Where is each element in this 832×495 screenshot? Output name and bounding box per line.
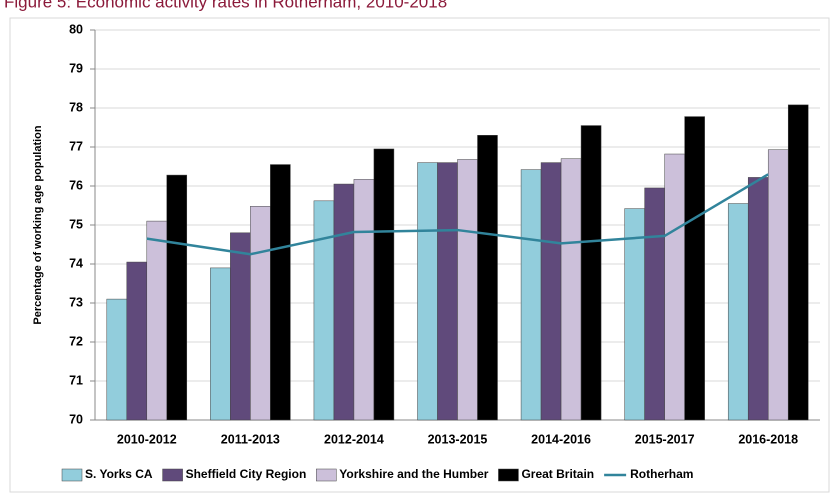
bar [540, 162, 562, 421]
y-tick-label: 74 [69, 256, 83, 270]
y-tick-label: 72 [69, 334, 83, 348]
bar [126, 261, 148, 421]
y-tick-label: 75 [69, 217, 83, 231]
bar [417, 162, 438, 421]
x-tick-label: 2013-2015 [428, 432, 488, 446]
x-tick-label: 2016-2018 [738, 432, 798, 446]
y-axis-label: Percentage of working age population [32, 125, 44, 325]
chart-frame [9, 17, 830, 493]
bar [313, 200, 335, 421]
bar [457, 159, 478, 421]
bar [373, 148, 395, 421]
y-tick-label: 76 [69, 178, 83, 192]
x-tick-label: 2015-2017 [635, 432, 695, 446]
bar [250, 206, 271, 421]
x-tick-label: 2012-2014 [324, 432, 384, 446]
bar [767, 149, 789, 421]
y-tick-label: 78 [69, 100, 83, 114]
bar [210, 267, 231, 421]
x-tick-label: 2014-2016 [531, 432, 591, 446]
bar [437, 162, 458, 421]
bar [624, 208, 645, 421]
legend-swatch [61, 468, 83, 482]
bar [684, 116, 705, 421]
legend-swatch [316, 468, 337, 482]
bar [230, 232, 251, 421]
bar [560, 158, 582, 421]
legend-label: Sheffield City Region [186, 467, 307, 481]
y-tick-label: 79 [69, 61, 83, 75]
bar [727, 203, 749, 421]
y-tick-label: 77 [69, 139, 83, 153]
bar [166, 174, 188, 421]
bar [353, 179, 375, 421]
y-tick-label: 70 [69, 412, 83, 426]
x-tick-label: 2011-2013 [221, 432, 280, 446]
bar [520, 169, 542, 421]
bar [787, 104, 809, 421]
x-tick-label: 2010-2012 [117, 432, 177, 446]
y-tick-label: 73 [69, 295, 83, 309]
line-series [146, 173, 769, 256]
bar [106, 298, 128, 421]
bar [580, 125, 602, 421]
y-tick-label: 71 [69, 373, 83, 387]
legend-label: S. Yorks CA [85, 467, 153, 481]
y-tick-label: 80 [69, 22, 83, 36]
bar [644, 187, 665, 421]
legend-label: Rotherham [630, 467, 693, 481]
legend-label: Yorkshire and the Humber [339, 467, 488, 481]
bar [333, 183, 355, 421]
bar [477, 135, 498, 421]
legend-swatch [162, 468, 183, 482]
bar [664, 153, 685, 421]
legend-label: Great Britain [521, 467, 594, 481]
chart-title: Figure 5: Economic activity rates in Rot… [4, 0, 447, 11]
bar [747, 177, 769, 421]
bar [146, 220, 168, 421]
bar [270, 164, 291, 421]
legend-swatch [498, 468, 519, 482]
